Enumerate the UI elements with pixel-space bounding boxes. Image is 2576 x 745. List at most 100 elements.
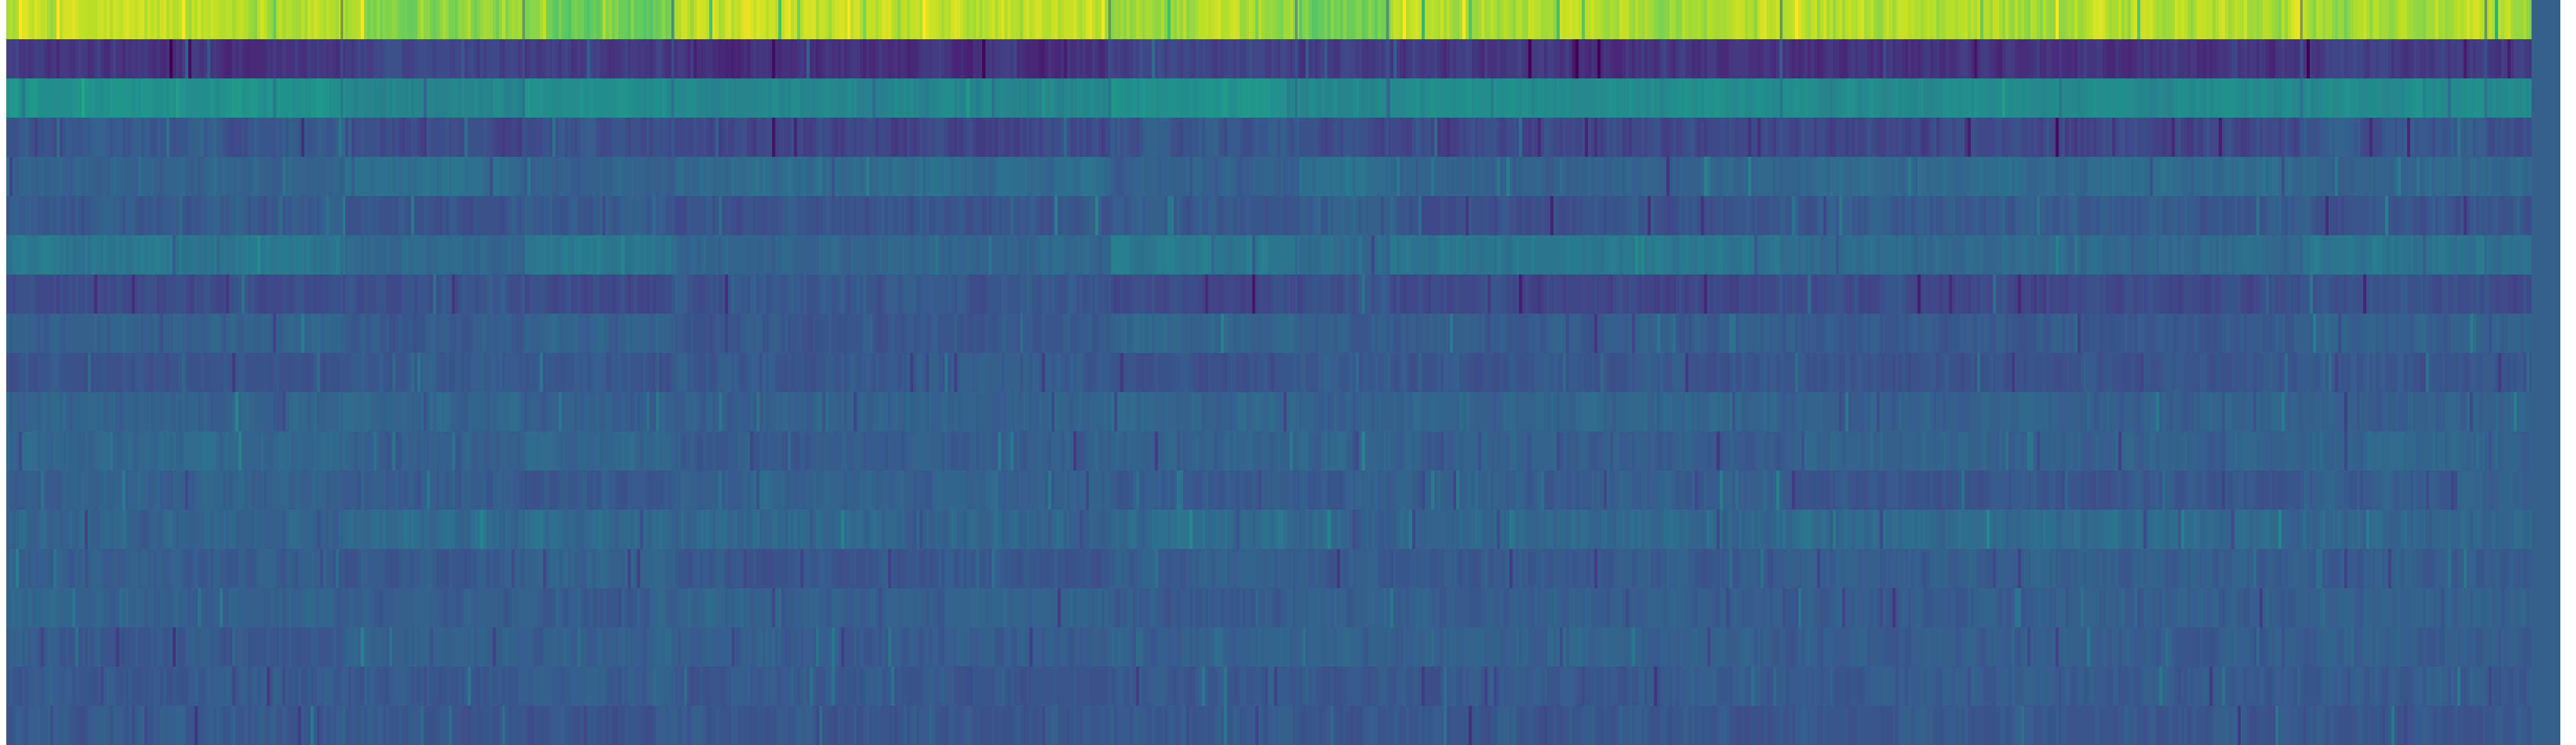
heatmap-cell [2464, 157, 2467, 197]
heatmap-cell [367, 118, 370, 157]
heatmap-cell [1723, 0, 1726, 40]
heatmap-cell [2194, 196, 2197, 236]
heatmap-cell [1014, 0, 1017, 40]
heatmap-cell [1494, 157, 1497, 197]
heatmap-cell [185, 0, 188, 40]
heatmap-cell [1591, 78, 1594, 118]
heatmap-cell [370, 235, 373, 275]
heatmap-cell [985, 39, 989, 79]
heatmap-cell [1855, 118, 1858, 157]
heatmap-cell [94, 157, 97, 197]
heatmap-cell [2470, 0, 2473, 40]
heatmap-cell [973, 118, 976, 157]
heatmap-cell [430, 0, 433, 40]
heatmap-cell [427, 39, 430, 79]
heatmap-cell [2489, 118, 2492, 157]
heatmap-cell [2338, 78, 2341, 118]
heatmap-cell [2413, 0, 2416, 40]
heatmap-cell [427, 118, 430, 157]
heatmap-cell [684, 118, 687, 157]
heatmap-cell [1648, 78, 1651, 118]
heatmap-cell [2002, 118, 2005, 157]
heatmap-cell [2316, 157, 2319, 197]
heatmap-cell [104, 0, 107, 40]
heatmap-cell [759, 78, 763, 118]
heatmap-cell [2103, 39, 2106, 79]
heatmap-cell [609, 39, 612, 79]
heatmap-cell [1582, 78, 1585, 118]
heatmap-cell [9, 118, 13, 157]
heatmap-cell [1277, 157, 1280, 197]
heatmap-cell [1484, 196, 1488, 236]
heatmap-cell [2329, 118, 2332, 157]
heatmap-cell [1720, 157, 1723, 197]
heatmap-cell [1939, 78, 1943, 118]
heatmap-cell [2322, 118, 2325, 157]
heatmap-cell [1993, 78, 1996, 118]
heatmap-cell [1378, 118, 1381, 157]
heatmap-cell [28, 39, 31, 79]
heatmap-cell [2093, 196, 2096, 236]
heatmap-cell [825, 196, 829, 236]
heatmap-cell [1045, 196, 1048, 236]
heatmap-cell [2153, 196, 2156, 236]
heatmap-cell [1127, 78, 1130, 118]
heatmap-cell [1315, 157, 1318, 197]
heatmap-cell [2225, 196, 2228, 236]
heatmap-cell [982, 39, 985, 79]
heatmap-cell [2335, 157, 2338, 197]
heatmap-cell [119, 39, 122, 79]
heatmap-cell [2272, 39, 2275, 79]
heatmap-cell [1048, 39, 1051, 79]
heatmap-cell [916, 78, 920, 118]
heatmap-cell [653, 157, 656, 197]
heatmap-cell [967, 0, 970, 40]
heatmap-cell [1911, 118, 1914, 157]
heatmap-cell [1754, 196, 1757, 236]
heatmap-cell [1889, 78, 1892, 118]
heatmap-cell [2269, 39, 2272, 79]
heatmap-cell [195, 78, 198, 118]
heatmap-cell [1839, 157, 1842, 197]
heatmap-cell [1478, 39, 1481, 79]
heatmap-cell [1497, 196, 1500, 236]
heatmap-cell [2288, 39, 2291, 79]
heatmap-cell [976, 118, 979, 157]
heatmap-cell [1864, 39, 1867, 79]
heatmap-cell [1670, 118, 1673, 157]
heatmap-cell [477, 0, 480, 40]
heatmap-cell [2219, 78, 2222, 118]
heatmap-cell [1695, 39, 1698, 79]
heatmap-cell [188, 118, 191, 157]
heatmap-cell [1817, 39, 1820, 79]
heatmap-cell [574, 157, 577, 197]
heatmap-cell [1444, 118, 1447, 157]
heatmap-cell [1692, 39, 1695, 79]
heatmap-cell [2153, 157, 2156, 197]
heatmap-cell [628, 196, 631, 236]
heatmap-cell [1748, 78, 1751, 118]
heatmap-cell [559, 39, 562, 79]
heatmap-cell [515, 157, 518, 197]
heatmap-cell [411, 157, 414, 197]
heatmap-cell [901, 196, 904, 236]
heatmap-cell [66, 235, 69, 275]
heatmap-cell [333, 39, 336, 79]
heatmap-cell [829, 157, 832, 197]
heatmap-cell [1632, 0, 1635, 40]
heatmap-cell [213, 78, 217, 118]
heatmap-cell [850, 118, 854, 157]
heatmap-cell [430, 78, 433, 118]
heatmap-cell [1713, 157, 1717, 197]
heatmap-cell [1083, 118, 1086, 157]
heatmap-cell [129, 196, 132, 236]
heatmap-cell [534, 39, 537, 79]
heatmap-cell [2501, 118, 2504, 157]
heatmap-cell [1400, 196, 1403, 236]
heatmap-cell [116, 78, 119, 118]
heatmap-cell [358, 78, 361, 118]
heatmap-cell [35, 118, 38, 157]
heatmap-cell [13, 39, 16, 79]
heatmap-cell [1751, 157, 1754, 197]
heatmap-cell [534, 157, 537, 197]
